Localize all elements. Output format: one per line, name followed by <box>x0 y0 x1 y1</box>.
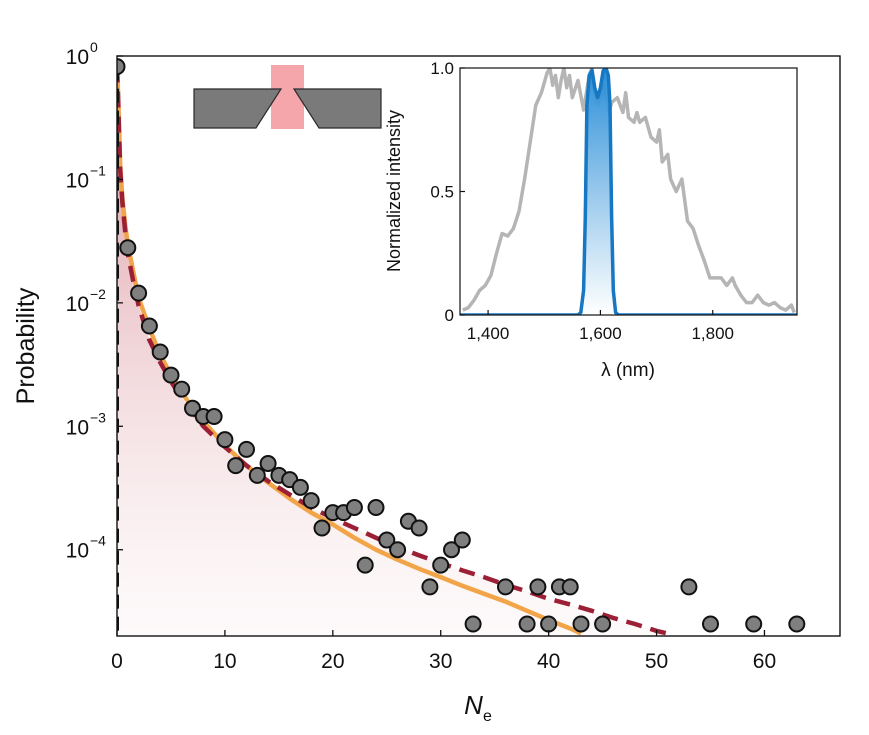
data-point <box>594 615 612 633</box>
schematic-right-block <box>292 88 382 129</box>
data-point <box>302 492 320 510</box>
main-x-axis-label-main: N <box>464 690 483 720</box>
data-point <box>529 578 547 596</box>
data-point <box>421 578 439 596</box>
inset-x-tick-label: 1,400 <box>467 324 510 343</box>
data-point <box>518 615 536 633</box>
data-point <box>788 615 806 633</box>
data-point <box>378 531 396 549</box>
data-point <box>151 343 169 361</box>
data-point <box>238 440 255 458</box>
inset-x-axis: 1,400 1,600 1,800 <box>467 310 734 343</box>
data-point <box>140 317 158 335</box>
data-point <box>432 556 450 574</box>
data-point <box>227 457 245 475</box>
filtered-spectrum-line <box>460 68 797 315</box>
x-tick-label: 60 <box>753 650 776 673</box>
inset-x-tick-label: 1,600 <box>579 324 622 343</box>
data-point <box>259 455 277 472</box>
data-point <box>367 499 385 516</box>
inset-y-tick-label: 0 <box>445 306 454 325</box>
main-x-axis-label-subscript: e <box>483 708 492 725</box>
y-tick-label: 10 <box>66 540 89 563</box>
y-tick-exponent: −2 <box>90 286 106 302</box>
x-tick-label: 30 <box>429 650 452 673</box>
data-point <box>173 380 191 398</box>
data-point <box>702 615 719 633</box>
data-point <box>443 541 460 559</box>
y-tick-label: 10 <box>66 169 89 192</box>
y-tick-label: 10 <box>66 416 89 439</box>
y-tick-exponent: 0 <box>90 39 98 55</box>
data-point <box>117 58 126 76</box>
x-tick-label: 10 <box>213 650 236 673</box>
data-point <box>497 578 514 596</box>
data-point <box>561 578 579 596</box>
data-point <box>453 531 471 549</box>
data-point <box>389 541 407 559</box>
data-point <box>248 466 266 484</box>
data-point <box>356 556 374 574</box>
data-point <box>216 431 234 449</box>
inset-y-tick-label: 0.5 <box>430 183 454 202</box>
data-point <box>745 615 763 633</box>
data-point <box>130 284 148 302</box>
data-point <box>540 615 558 633</box>
x-tick-label: 40 <box>537 650 560 673</box>
red-curve-fill <box>117 66 668 636</box>
y-tick-exponent: −4 <box>90 533 106 549</box>
main-plot-frame <box>116 55 841 637</box>
y-tick-label: 10 <box>66 293 89 316</box>
main-plot-marks <box>117 58 806 636</box>
x-tick-label: 0 <box>111 650 123 673</box>
data-point <box>205 408 223 425</box>
data-point <box>162 366 180 384</box>
inset-x-axis-label: λ (nm) <box>601 360 655 381</box>
main-x-axis-label: Ne <box>464 690 492 725</box>
inset-y-tick-label: 1.0 <box>430 59 454 78</box>
x-tick-label: 20 <box>321 650 344 673</box>
data-point <box>680 578 698 596</box>
data-point <box>119 239 137 257</box>
broadband-spectrum-line <box>462 68 796 314</box>
inset-y-axis-label: Normalized intensity <box>384 110 404 272</box>
y-tick-label: 10 <box>66 46 89 69</box>
inset-x-tick-label: 1,800 <box>691 324 734 343</box>
main-x-axis: 0 10 20 30 40 50 60 <box>111 630 776 673</box>
y-tick-exponent: −1 <box>90 162 106 178</box>
inset-marks <box>460 68 797 315</box>
data-point <box>313 519 331 537</box>
data-point <box>345 499 363 516</box>
data-point <box>464 615 482 633</box>
inset-plot: 1,400 1,600 1,800 0 0.5 1.0 λ (nm) Normalize… <box>384 59 798 381</box>
data-point <box>572 615 590 633</box>
schematic-illustration <box>193 65 382 129</box>
main-y-axis-label: Probability <box>12 287 40 404</box>
data-point <box>410 519 428 537</box>
x-tick-label: 50 <box>645 650 668 673</box>
data-point <box>291 478 309 496</box>
inset-y-axis: 0 0.5 1.0 <box>430 59 465 325</box>
schematic-left-block <box>193 88 283 129</box>
y-tick-exponent: −3 <box>90 409 106 425</box>
